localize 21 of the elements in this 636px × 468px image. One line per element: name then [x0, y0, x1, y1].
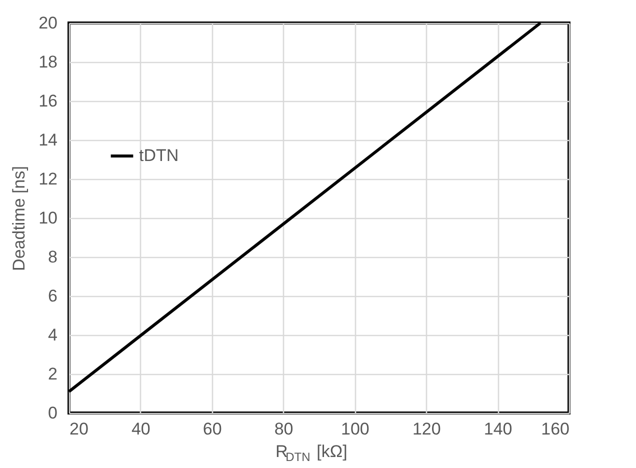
y-tick-label: 12 — [38, 170, 58, 188]
x-tick-label: 120 — [412, 420, 441, 438]
x-tick-label: 40 — [131, 420, 150, 438]
x-tick-label: 100 — [341, 420, 370, 438]
y-tick-label: 18 — [38, 52, 58, 72]
x-tick-label: 80 — [274, 420, 294, 438]
y-tick-label: 20 — [38, 14, 58, 32]
y-tick-label: 8 — [48, 248, 58, 266]
y-tick-label: 2 — [48, 364, 58, 384]
x-tick-label: 140 — [484, 420, 512, 438]
x-tick-label: 160 — [541, 420, 570, 438]
legend-label: tDTN — [139, 146, 179, 165]
y-tick-label: 10 — [38, 208, 58, 228]
x-tick-label: 60 — [202, 420, 222, 438]
y-tick-label: 16 — [38, 92, 58, 110]
y-tick-label: 14 — [38, 130, 58, 150]
y-tick-label: 6 — [48, 286, 58, 306]
x-tick-label: 20 — [70, 420, 88, 438]
y-tick-label: 0 — [48, 404, 58, 422]
y-tick-label: 4 — [48, 326, 58, 344]
y-axis-title: Deadtime [ns] — [10, 166, 29, 271]
